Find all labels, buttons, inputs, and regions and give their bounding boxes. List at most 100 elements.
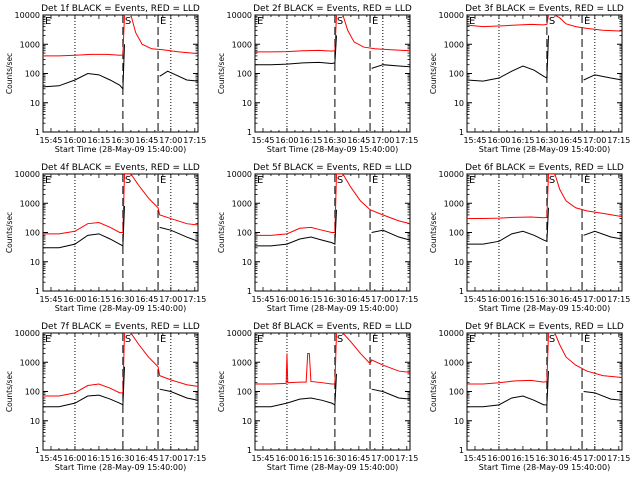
x-tick-label: 16:15 — [511, 454, 534, 463]
y-tick-label: 1 — [35, 128, 40, 137]
mid-marker-label: S — [337, 175, 343, 186]
series-line-lld — [467, 333, 622, 385]
x-tick-label: 15:45 — [463, 136, 486, 145]
y-tick-label: 1000 — [444, 40, 464, 49]
x-tick-label: 17:00 — [159, 295, 182, 304]
end-marker-label: E — [160, 16, 166, 27]
mid-marker-label: S — [337, 334, 343, 345]
chart-panel: Det 8f BLACK = Events, RED = LLD 1 10 100 10… — [217, 322, 418, 472]
series-group — [467, 15, 622, 82]
y-tick-label: 1000 — [20, 358, 40, 367]
x-tick-label: 16:30 — [535, 454, 558, 463]
series-group — [43, 174, 198, 249]
y-tick-label: 100 — [449, 388, 464, 397]
x-tick-label: 16:45 — [347, 454, 370, 463]
x-tick-label: 16:15 — [511, 295, 534, 304]
x-tick-label: 17:00 — [159, 136, 182, 145]
mid-marker-label: S — [337, 16, 343, 27]
y-tick-label: 1000 — [444, 358, 464, 367]
end-marker-label: E — [160, 175, 166, 186]
y-tick-label: 10 — [242, 258, 252, 267]
end-marker-label: E — [584, 334, 590, 345]
series-line-lld — [467, 174, 622, 220]
chart-title: Det 6f BLACK = Events, RED = LLD — [465, 163, 624, 173]
x-tick-label: 16:30 — [535, 136, 558, 145]
series-line-lld — [43, 15, 198, 57]
x-tick-label: 16:15 — [511, 136, 534, 145]
x-tick-label: 16:45 — [347, 295, 370, 304]
start-marker-label: E — [257, 334, 263, 345]
x-axis-label: Start Time (28-May-09 15:40:00) — [479, 304, 610, 313]
y-tick-label: 1 — [247, 446, 252, 455]
x-tick-label: 17:00 — [583, 454, 606, 463]
y-tick-label: 10 — [454, 417, 464, 426]
y-tick-label: 1 — [459, 446, 464, 455]
y-tick-label: 1 — [459, 287, 464, 296]
start-marker-label: E — [45, 16, 51, 27]
y-tick-label: 1000 — [232, 358, 252, 367]
y-tick-label: 100 — [449, 229, 464, 238]
y-tick-label: 10000 — [15, 170, 40, 179]
chart-panel: Det 4f BLACK = Events, RED = LLD 1 10 100 10… — [5, 163, 206, 313]
x-tick-label: 15:45 — [251, 295, 274, 304]
x-tick-label: 15:45 — [463, 454, 486, 463]
x-tick-label: 17:00 — [371, 295, 394, 304]
y-axis-label: Counts/sec — [5, 371, 14, 412]
end-marker-label: E — [372, 175, 378, 186]
mid-marker-label: S — [549, 175, 555, 186]
y-tick-label: 1000 — [444, 199, 464, 208]
chart-panel: Det 3f BLACK = Events, RED = LLD 1 10 100 10… — [429, 4, 630, 154]
series-line-lld — [43, 333, 198, 397]
x-axis-label: Start Time (28-May-09 15:40:00) — [55, 463, 186, 472]
y-tick-label: 100 — [25, 229, 40, 238]
y-tick-label: 10000 — [227, 11, 252, 20]
y-tick-label: 1 — [247, 287, 252, 296]
x-tick-label: 17:15 — [183, 295, 206, 304]
mid-marker-label: S — [549, 16, 555, 27]
x-tick-label: 17:15 — [395, 295, 418, 304]
x-tick-label: 16:45 — [559, 295, 582, 304]
y-tick-label: 1000 — [232, 199, 252, 208]
series-line-lld — [43, 174, 198, 235]
series-line-events — [255, 373, 410, 408]
chart-title: Det 1f BLACK = Events, RED = LLD — [41, 4, 200, 14]
y-tick-label: 10 — [242, 99, 252, 108]
series-group — [255, 333, 410, 408]
end-marker-label: E — [584, 16, 590, 27]
x-tick-label: 17:15 — [183, 136, 206, 145]
start-marker-label: E — [45, 334, 51, 345]
x-tick-label: 17:15 — [607, 136, 630, 145]
x-tick-label: 16:00 — [275, 295, 298, 304]
y-tick-label: 1 — [35, 446, 40, 455]
chart-title: Det 4f BLACK = Events, RED = LLD — [41, 163, 200, 173]
series-group — [467, 174, 622, 245]
x-tick-label: 17:00 — [371, 454, 394, 463]
y-tick-label: 10000 — [439, 329, 464, 338]
x-tick-label: 17:15 — [395, 454, 418, 463]
chart-title: Det 5f BLACK = Events, RED = LLD — [253, 163, 412, 173]
chart-panel: Det 5f BLACK = Events, RED = LLD 1 10 100 10… — [217, 163, 418, 313]
x-tick-label: 16:15 — [299, 454, 322, 463]
x-tick-label: 16:45 — [135, 136, 158, 145]
series-line-events — [43, 44, 198, 91]
start-marker-label: E — [257, 175, 263, 186]
end-marker-label: E — [372, 16, 378, 27]
x-tick-label: 16:00 — [63, 454, 86, 463]
x-axis-label: Start Time (28-May-09 15:40:00) — [479, 145, 610, 154]
start-marker-label: E — [469, 16, 475, 27]
x-tick-label: 17:15 — [183, 454, 206, 463]
x-tick-label: 17:00 — [371, 136, 394, 145]
y-tick-label: 100 — [449, 70, 464, 79]
y-tick-label: 100 — [237, 70, 252, 79]
x-tick-label: 17:15 — [607, 454, 630, 463]
chart-panel: Det 7f BLACK = Events, RED = LLD 1 10 100 10… — [5, 322, 206, 472]
series-line-lld — [255, 333, 410, 385]
mid-marker-label: S — [549, 334, 555, 345]
series-line-lld — [255, 174, 410, 236]
chart-panel: Det 9f BLACK = Events, RED = LLD 1 10 100 10… — [429, 322, 630, 472]
y-axis-label: Counts/sec — [217, 53, 226, 94]
series-line-events — [467, 371, 622, 408]
y-axis-label: Counts/sec — [5, 212, 14, 253]
y-tick-label: 10 — [454, 99, 464, 108]
